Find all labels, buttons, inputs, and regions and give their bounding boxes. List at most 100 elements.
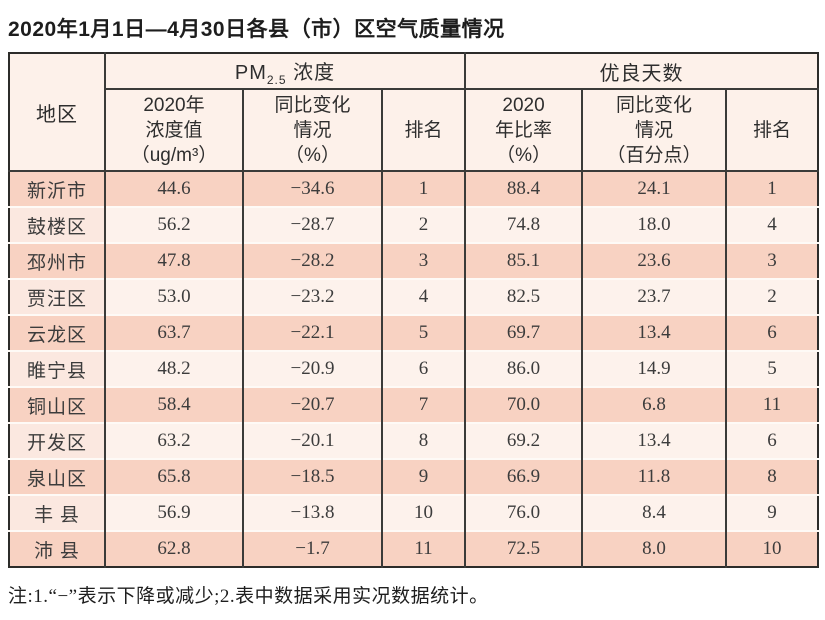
pm-change-cell: −23.2 bbox=[242, 278, 382, 315]
region-cell: 睢宁县 bbox=[9, 350, 105, 387]
pm-change-cell: −34.6 bbox=[242, 171, 382, 207]
header-good-change: 同比变化 情况 （百分点） bbox=[581, 89, 727, 172]
pm-label: PM bbox=[234, 61, 267, 84]
pm-rank-cell: 6 bbox=[380, 350, 466, 387]
pm-change-cell: −13.8 bbox=[242, 494, 382, 531]
region-cell: 贾汪区 bbox=[9, 278, 105, 315]
table-row: 丰 县 56.9 −13.8 10 76.0 8.4 9 bbox=[9, 494, 819, 531]
good-rate-cell: 72.5 bbox=[464, 530, 583, 567]
pm-rank-cell: 9 bbox=[380, 458, 466, 495]
region-cell: 邳州市 bbox=[9, 242, 105, 279]
good-rank-cell: 6 bbox=[725, 314, 819, 351]
good-change-cell: 13.4 bbox=[581, 314, 727, 351]
table-row: 云龙区 63.7 −22.1 5 69.7 13.4 6 bbox=[9, 314, 819, 351]
pm-rank-cell: 8 bbox=[380, 422, 466, 459]
pm-value-cell: 63.7 bbox=[104, 314, 243, 351]
good-rate-cell: 85.1 bbox=[464, 242, 583, 279]
pm-change-cell: −1.7 bbox=[242, 530, 382, 567]
good-change-cell: 23.6 bbox=[581, 242, 727, 279]
header-region: 地区 bbox=[9, 53, 105, 172]
good-rank-cell: 3 bbox=[725, 242, 819, 279]
good-rate-cell: 69.7 bbox=[464, 314, 583, 351]
pm-value-cell: 53.0 bbox=[104, 278, 243, 315]
good-change-cell: 24.1 bbox=[581, 171, 727, 207]
region-cell: 泉山区 bbox=[9, 458, 105, 495]
pm-change-cell: −18.5 bbox=[242, 458, 382, 495]
header-pm-change: 同比变化 情况 （%） bbox=[242, 89, 382, 172]
pm-change-cell: −28.7 bbox=[242, 206, 382, 243]
good-rank-cell: 1 bbox=[725, 171, 819, 207]
table-row: 鼓楼区 56.2 −28.7 2 74.8 18.0 4 bbox=[9, 206, 819, 243]
pm-change-cell: −20.9 bbox=[242, 350, 382, 387]
pm-rank-cell: 2 bbox=[380, 206, 466, 243]
good-rank-cell: 10 bbox=[725, 530, 819, 567]
good-rank-cell: 8 bbox=[725, 458, 819, 495]
good-rank-cell: 4 bbox=[725, 206, 819, 243]
pm-value-cell: 63.2 bbox=[104, 422, 243, 459]
good-rate-cell: 66.9 bbox=[464, 458, 583, 495]
good-change-cell: 23.7 bbox=[581, 278, 727, 315]
region-cell: 开发区 bbox=[9, 422, 105, 459]
air-quality-table: 地区 PM2.5 浓度 优良天数 2020年 浓度值 （ug/m³） 同比变化 … bbox=[8, 52, 820, 568]
page-title: 2020年1月1日—4月30日各县（市）区空气质量情况 bbox=[8, 18, 505, 41]
table-row: 新沂市 44.6 −34.6 1 88.4 24.1 1 bbox=[9, 171, 819, 207]
header-group-good-days: 优良天数 bbox=[464, 53, 819, 90]
header-good-rate: 2020 年比率 （%） bbox=[464, 89, 583, 172]
good-rank-cell: 5 bbox=[725, 350, 819, 387]
pm-value-cell: 56.9 bbox=[104, 494, 243, 531]
pm-value-cell: 65.8 bbox=[104, 458, 243, 495]
table-row: 睢宁县 48.2 −20.9 6 86.0 14.9 5 bbox=[9, 350, 819, 387]
good-rate-cell: 86.0 bbox=[464, 350, 583, 387]
table-row: 沛 县 62.8 −1.7 11 72.5 8.0 10 bbox=[9, 530, 819, 567]
good-rank-cell: 9 bbox=[725, 494, 819, 531]
pm-rank-cell: 5 bbox=[380, 314, 466, 351]
pm-change-cell: −22.1 bbox=[242, 314, 382, 351]
good-rate-cell: 76.0 bbox=[464, 494, 583, 531]
pm-change-cell: −20.7 bbox=[242, 386, 382, 423]
good-rank-cell: 2 bbox=[725, 278, 819, 315]
good-change-cell: 14.9 bbox=[581, 350, 727, 387]
good-change-cell: 13.4 bbox=[581, 422, 727, 459]
table-row: 铜山区 58.4 −20.7 7 70.0 6.8 11 bbox=[9, 386, 819, 423]
header-group-row: 地区 PM2.5 浓度 优良天数 bbox=[9, 53, 819, 172]
pm-value-cell: 48.2 bbox=[104, 350, 243, 387]
pm-value-cell: 62.8 bbox=[104, 530, 243, 567]
good-change-cell: 8.4 bbox=[581, 494, 727, 531]
table-row: 泉山区 65.8 −18.5 9 66.9 11.8 8 bbox=[9, 458, 819, 495]
pm-change-cell: −20.1 bbox=[242, 422, 382, 459]
good-change-cell: 8.0 bbox=[581, 530, 727, 567]
region-cell: 铜山区 bbox=[9, 386, 105, 423]
good-rank-cell: 11 bbox=[725, 386, 819, 423]
pm-value-cell: 58.4 bbox=[104, 386, 243, 423]
region-cell: 云龙区 bbox=[9, 314, 105, 351]
good-rank-cell: 6 bbox=[725, 422, 819, 459]
header-sub-row: 2020年 浓度值 （ug/m³） 同比变化 情况 （%） 排名 2020 年比… bbox=[9, 89, 819, 172]
table-row: 贾汪区 53.0 −23.2 4 82.5 23.7 2 bbox=[9, 278, 819, 315]
region-cell: 新沂市 bbox=[9, 171, 105, 207]
good-change-cell: 11.8 bbox=[581, 458, 727, 495]
header-group-pm25: PM2.5 浓度 bbox=[103, 53, 466, 90]
pm-change-cell: −28.2 bbox=[242, 242, 382, 279]
pm-value-cell: 44.6 bbox=[104, 171, 243, 207]
header-pm-rank: 排名 bbox=[380, 89, 466, 172]
header-good-rank: 排名 bbox=[725, 89, 819, 172]
good-change-cell: 18.0 bbox=[581, 206, 727, 243]
footnote: 注:1.“−”表示下降或减少;2.表中数据采用实况数据统计。 bbox=[8, 586, 489, 607]
pm-subscript: 2.5 bbox=[266, 72, 287, 87]
pm-rank-cell: 3 bbox=[380, 242, 466, 279]
region-cell: 沛 县 bbox=[9, 530, 105, 567]
pm-rank-cell: 7 bbox=[380, 386, 466, 423]
pm-label-suffix: 浓度 bbox=[286, 61, 336, 84]
pm-rank-cell: 4 bbox=[380, 278, 466, 315]
good-rate-cell: 70.0 bbox=[464, 386, 583, 423]
pm-value-cell: 47.8 bbox=[104, 242, 243, 279]
good-change-cell: 6.8 bbox=[581, 386, 727, 423]
pm-value-cell: 56.2 bbox=[104, 206, 243, 243]
good-rate-cell: 69.2 bbox=[464, 422, 583, 459]
good-rate-cell: 88.4 bbox=[464, 171, 583, 207]
region-cell: 鼓楼区 bbox=[9, 206, 105, 243]
pm-rank-cell: 10 bbox=[380, 494, 466, 531]
table-row: 邳州市 47.8 −28.2 3 85.1 23.6 3 bbox=[9, 242, 819, 279]
region-cell: 丰 县 bbox=[9, 494, 105, 531]
pm-rank-cell: 11 bbox=[380, 530, 466, 567]
